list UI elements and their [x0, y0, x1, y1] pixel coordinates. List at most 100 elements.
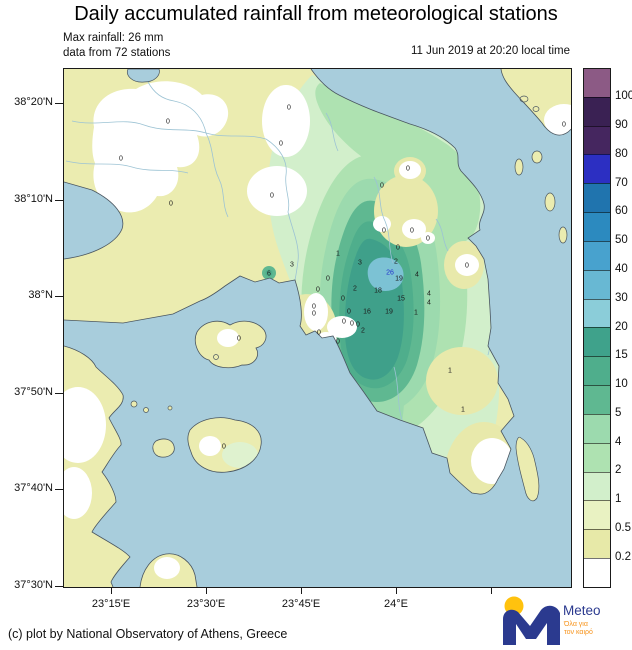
x-tick-label: 23°45'E — [281, 598, 321, 610]
colorbar — [583, 68, 611, 588]
station-value: 1 — [448, 368, 452, 375]
logo-tagline: Όλα για τον καιρό — [564, 621, 593, 637]
colorbar-segment — [584, 212, 610, 241]
colorbar-boundary-label: 15 — [615, 349, 628, 362]
station-value: 0 — [119, 156, 123, 163]
y-tick-label: 37°50'N — [14, 385, 53, 398]
max-rainfall-text: Max rainfall: 26 mm — [63, 32, 164, 44]
y-tick-mark — [55, 199, 63, 201]
station-value: 3 — [358, 260, 362, 267]
colorbar-segment — [584, 96, 610, 126]
station-value: 1 — [414, 310, 418, 317]
station-value: 4 — [415, 272, 419, 279]
x-tick-mark — [111, 587, 112, 594]
station-value: 18 — [374, 288, 382, 295]
station-value: 0 — [312, 304, 316, 311]
y-tick-label: 38°20'N — [14, 96, 53, 108]
x-tick-mark — [396, 587, 397, 594]
station-value: 19 — [385, 309, 393, 316]
stations-count-text: data from 72 stations — [63, 46, 171, 59]
logo-m-icon — [503, 605, 560, 645]
colorbar-segment — [584, 385, 610, 414]
station-value: 0 — [270, 193, 274, 200]
colorbar-segment — [584, 529, 610, 559]
x-tick-mark — [206, 587, 207, 594]
colorbar-segment — [584, 125, 610, 155]
colorbar-boundary-label: 20 — [615, 320, 628, 333]
station-value: 6 — [267, 271, 271, 278]
y-tick-mark — [55, 489, 63, 490]
station-value: 19 — [395, 276, 403, 283]
station-value: 0 — [312, 311, 316, 318]
station-value: 0 — [410, 228, 414, 235]
colorbar-segment — [584, 413, 610, 443]
colorbar-boundary-label: 100 — [615, 90, 632, 103]
colorbar-segment — [584, 154, 610, 184]
y-tick-mark — [55, 296, 63, 297]
station-value: 0 — [341, 296, 345, 303]
colorbar-segment — [584, 183, 610, 213]
station-value: 0 — [166, 119, 170, 126]
y-tick-label: 37°30'N — [14, 578, 53, 591]
lake — [127, 69, 160, 83]
station-value: 0 — [222, 444, 226, 451]
y-tick-mark — [55, 585, 63, 587]
station-value: 0 — [237, 336, 241, 343]
colorbar-boundary-label: 10 — [615, 378, 628, 391]
station-value: 0 — [356, 322, 360, 329]
y-tick-label: 37°40'N — [14, 482, 53, 494]
station-value: 1 — [461, 407, 465, 414]
x-tick-label: 24°E — [384, 598, 408, 610]
colorbar-boundary-label: 4 — [615, 435, 622, 448]
colorbar-segment — [584, 558, 610, 587]
station-value: 0 — [342, 319, 346, 326]
colorbar-segment — [584, 327, 610, 357]
station-value: 15 — [397, 296, 405, 303]
colorbar-segment — [584, 442, 610, 472]
colorbar-segment — [584, 269, 610, 299]
station-value: 0 — [380, 183, 384, 190]
logo-tagline-line1: Όλα για — [564, 621, 588, 628]
meteo-logo: Meteo Όλα για τον καιρό — [497, 595, 632, 650]
station-value-max: 26 — [386, 270, 394, 277]
island-makronisos — [515, 436, 540, 502]
colorbar-segment — [584, 356, 610, 386]
station-value: 2 — [394, 259, 398, 266]
colorbar-boundary-label: 40 — [615, 262, 628, 275]
station-value: 0 — [406, 166, 410, 173]
colorbar-segment — [584, 500, 610, 530]
colorbar-segment — [584, 240, 610, 270]
datetime-text: 11 Jun 2019 at 20:20 local time — [411, 45, 570, 57]
station-value: 0 — [562, 122, 566, 129]
colorbar-boundary-label: 2 — [615, 464, 622, 477]
station-value: 4 — [427, 291, 431, 298]
station-value: 0 — [287, 105, 291, 112]
colorbar-boundary-label: 0.2 — [615, 550, 631, 563]
colorbar-segment — [584, 69, 610, 97]
station-value: 3 — [290, 262, 294, 269]
station-value: 0 — [347, 309, 351, 316]
small-islands — [130, 95, 568, 502]
rainfall-map: 0 0 0 0 0 0 0 0 0 0 0 0 1 3 3 6 0 2 26 19 4 0 2 18 15 4 4 0 0 0 0 0 16 19… — [63, 68, 572, 588]
colorbar-segment — [584, 298, 610, 328]
colorbar-boundary-label: 70 — [615, 176, 628, 189]
station-value: 0 — [317, 330, 321, 337]
station-value: 2 — [361, 328, 365, 335]
y-tick-label: 38°N — [28, 289, 53, 301]
credit-text: (c) plot by National Observatory of Athe… — [8, 627, 288, 641]
colorbar-boundary-label: 80 — [615, 147, 628, 160]
colorbar-boundary-label: 1 — [615, 493, 622, 506]
x-tick-label: 23°15'E — [91, 598, 131, 610]
colorbar-boundary-label: 60 — [615, 205, 628, 218]
station-value: 0 — [316, 287, 320, 294]
x-tick-label: 23°30'E — [186, 598, 226, 610]
station-value: 0 — [350, 321, 354, 328]
station-value: 0 — [279, 141, 283, 148]
meteo-logo-mark — [503, 596, 560, 645]
logo-name: Meteo — [563, 603, 601, 618]
station-value: 0 — [336, 339, 340, 346]
station-value: 0 — [326, 276, 330, 283]
station-value: 4 — [427, 300, 431, 307]
